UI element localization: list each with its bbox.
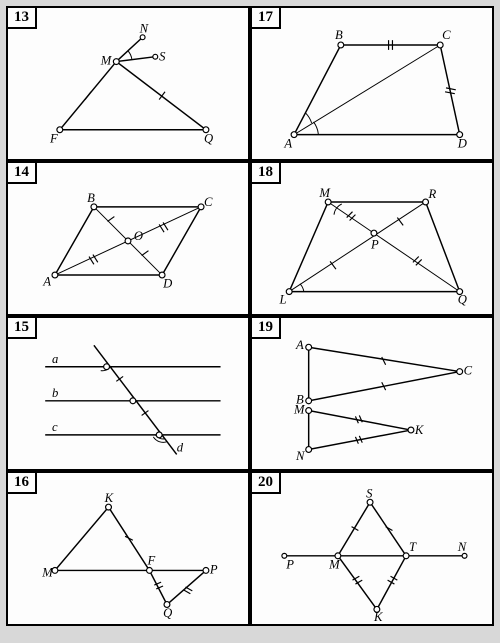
label-K: K (373, 610, 383, 624)
label-B: B (87, 191, 95, 205)
label-Q: Q (163, 606, 172, 620)
label-c: c (52, 420, 58, 434)
label-P: P (370, 238, 379, 252)
label-N: N (457, 540, 468, 554)
label-M: M (328, 557, 341, 571)
label-N: N (295, 449, 306, 463)
cell-13: 13 N S M F Q (6, 6, 250, 161)
diagram-18: M R L Q P (252, 163, 492, 314)
label-A: A (295, 338, 304, 352)
cell-19: 19 A B C M N K (250, 316, 494, 471)
label-d: d (177, 440, 184, 454)
label-b: b (52, 386, 58, 400)
label-N: N (139, 21, 150, 35)
label-C: C (442, 28, 451, 42)
label-M: M (41, 565, 54, 579)
label-M: M (100, 54, 113, 68)
label-M: M (293, 402, 306, 416)
problem-number: 20 (250, 471, 281, 494)
problem-number: 16 (6, 471, 37, 494)
cell-14: 14 B C A D O (6, 161, 250, 316)
label-L: L (278, 292, 286, 306)
problem-number: 13 (6, 6, 37, 29)
cell-20: 20 S T N P (250, 471, 494, 626)
label-O: O (134, 229, 143, 243)
label-S: S (366, 486, 373, 500)
label-P: P (285, 557, 294, 571)
label-D: D (162, 277, 172, 291)
label-C: C (204, 195, 213, 209)
label-C: C (464, 364, 473, 378)
problem-number: 18 (250, 161, 281, 184)
diagram-20: S T N P M K (252, 473, 492, 624)
label-R: R (428, 187, 437, 201)
diagram-15: a b c d (8, 318, 248, 469)
problem-number: 19 (250, 316, 281, 339)
label-Q: Q (458, 292, 467, 306)
diagram-13: N S M F Q (8, 8, 248, 159)
label-A: A (42, 275, 51, 289)
diagram-16: K M F P Q (8, 473, 248, 624)
label-S: S (159, 50, 166, 64)
cell-16: 16 K M F P Q (6, 471, 250, 626)
label-K: K (104, 491, 114, 505)
label-T: T (409, 540, 417, 554)
label-K: K (414, 423, 424, 437)
diagram-14: B C A D O (8, 163, 248, 314)
label-A: A (283, 136, 292, 150)
label-M: M (318, 186, 331, 200)
problem-number: 14 (6, 161, 37, 184)
label-D: D (457, 136, 467, 150)
label-F: F (49, 131, 58, 145)
label-B: B (335, 28, 343, 42)
label-F: F (146, 554, 155, 568)
diagram-19: A B C M N K (252, 318, 492, 469)
diagram-17: B C A D (252, 8, 492, 159)
worksheet-grid: 13 N S M F Q 17 (6, 6, 494, 626)
label-P: P (209, 562, 218, 576)
problem-number: 17 (250, 6, 281, 29)
label-Q: Q (204, 131, 213, 145)
cell-18: 18 M R L Q P (250, 161, 494, 316)
problem-number: 15 (6, 316, 37, 339)
cell-17: 17 B C A D (250, 6, 494, 161)
label-a: a (52, 352, 58, 366)
cell-15: 15 a b c d (6, 316, 250, 471)
